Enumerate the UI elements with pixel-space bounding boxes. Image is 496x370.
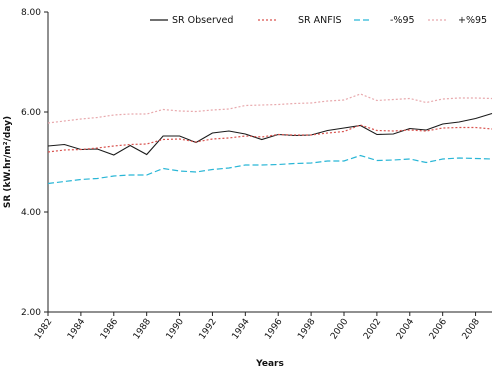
legend-label-95: +%95 <box>458 15 487 26</box>
x-tick-label: 2000 <box>329 317 350 342</box>
series-line-95 <box>47 93 493 124</box>
y-axis-title: SR (kW.hr/m²/day) <box>3 116 13 208</box>
x-tick-label: 1990 <box>165 317 186 342</box>
x-axis-title: Years <box>255 359 284 369</box>
y-tick-label: 8.00 <box>21 8 41 18</box>
y-tick-label: 4.00 <box>21 208 41 218</box>
y-tick-label: 2.00 <box>21 308 41 318</box>
legend-label-95: -%95 <box>390 15 415 26</box>
series-line-sr-anfis <box>47 124 493 153</box>
y-axis-ticks: 2.00 4.00 6.00 8.00 <box>21 8 48 318</box>
legend-label-sr-anfis: SR ANFIS <box>298 15 342 26</box>
x-tick-label: 1986 <box>99 317 120 342</box>
x-tick-label: 1984 <box>66 317 87 342</box>
x-axis-ticks: 1982 1984 1986 1988 1990 1992 1994 1996 1998 2000… <box>33 312 482 341</box>
x-tick-label: 1982 <box>33 317 54 341</box>
x-tick-label: 2004 <box>395 317 416 342</box>
series-line-sr-observed <box>47 112 493 156</box>
x-tick-label: 1992 <box>198 317 219 341</box>
plot-area <box>47 12 492 313</box>
legend-label-sr-observed: SR Observed <box>172 15 233 26</box>
legend: SR Observed SR ANFIS -%95 +%95 <box>150 15 487 26</box>
series-line-95 <box>47 154 493 185</box>
x-tick-label: 1996 <box>263 317 284 342</box>
x-tick-label: 1998 <box>296 317 317 342</box>
y-tick-label: 6.00 <box>21 108 41 118</box>
x-tick-label: 2002 <box>362 317 383 341</box>
x-tick-label: 1988 <box>132 317 153 342</box>
series-layer <box>47 93 493 185</box>
x-tick-label: 2008 <box>461 317 482 342</box>
x-tick-label: 1994 <box>230 317 251 342</box>
x-tick-label: 2006 <box>428 317 449 342</box>
